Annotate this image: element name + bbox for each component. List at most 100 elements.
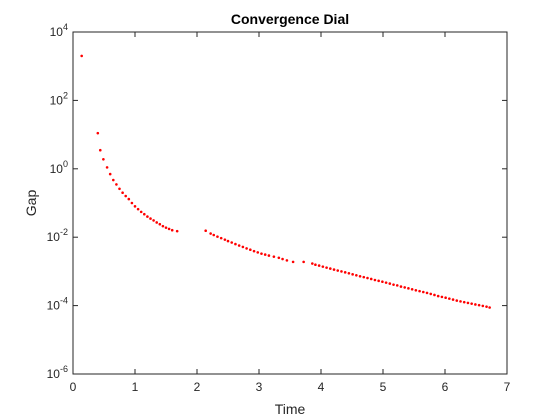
- y-tick-exponent: 4: [63, 22, 68, 32]
- data-point: [149, 217, 152, 220]
- data-point: [140, 211, 143, 214]
- x-tick-label: 6: [442, 380, 449, 394]
- data-point: [362, 276, 365, 279]
- data-point: [109, 173, 112, 176]
- data-point: [318, 264, 321, 267]
- data-point: [224, 238, 227, 241]
- data-point: [171, 229, 174, 232]
- data-point: [302, 261, 305, 264]
- x-tick-label: 0: [70, 380, 77, 394]
- data-point: [336, 269, 339, 272]
- data-point: [155, 221, 158, 224]
- data-point: [242, 246, 245, 249]
- data-point: [245, 247, 248, 250]
- data-point: [137, 208, 140, 211]
- data-point: [392, 283, 395, 286]
- data-point: [102, 158, 105, 161]
- y-tick-label: 10-2: [47, 227, 68, 244]
- x-tick-label: 2: [194, 380, 201, 394]
- data-point: [99, 149, 102, 152]
- data-point: [403, 286, 406, 289]
- x-axis-label: Time: [275, 401, 306, 417]
- x-tick-label: 1: [132, 380, 139, 394]
- y-tick-base: 10: [50, 93, 64, 107]
- data-point: [131, 202, 134, 205]
- data-point: [478, 304, 481, 307]
- data-point: [474, 303, 477, 306]
- data-point: [176, 230, 179, 233]
- data-point: [396, 284, 399, 287]
- data-point: [333, 268, 336, 271]
- data-point: [216, 235, 219, 238]
- data-point: [124, 195, 127, 198]
- data-point: [253, 250, 256, 253]
- data-point: [234, 243, 237, 246]
- data-point: [134, 205, 137, 208]
- data-point: [115, 183, 118, 186]
- data-point: [121, 191, 124, 194]
- data-point: [281, 258, 284, 261]
- data-point: [455, 299, 458, 302]
- data-point: [278, 256, 281, 259]
- data-point: [106, 166, 109, 169]
- data-point: [168, 228, 171, 231]
- data-point: [204, 229, 207, 232]
- y-tick-exponent: 0: [63, 159, 68, 169]
- y-tick-base: 10: [47, 230, 61, 244]
- data-point: [264, 253, 267, 256]
- y-axis-label: Gap: [23, 190, 39, 217]
- data-point: [162, 225, 165, 228]
- data-point: [209, 232, 212, 235]
- data-point: [463, 301, 466, 304]
- y-tick-label: 102: [50, 90, 68, 107]
- data-point: [400, 285, 403, 288]
- data-point: [488, 306, 491, 309]
- data-point: [441, 296, 444, 299]
- y-tick-label: 10-4: [47, 296, 68, 313]
- data-point: [355, 274, 358, 277]
- data-point: [429, 293, 432, 296]
- data-point: [249, 248, 252, 251]
- y-tick-base: 10: [50, 162, 64, 176]
- y-tick-label: 10-6: [47, 364, 68, 381]
- y-tick-base: 10: [50, 25, 64, 39]
- data-point: [292, 261, 295, 264]
- data-point: [389, 282, 392, 285]
- data-point: [411, 288, 414, 291]
- data-point: [467, 302, 470, 305]
- data-point: [165, 226, 168, 229]
- x-tick-label: 5: [380, 380, 387, 394]
- data-point: [220, 237, 223, 240]
- chart-title: Convergence Dial: [231, 11, 349, 27]
- data-point: [344, 271, 347, 274]
- data-point: [366, 277, 369, 280]
- x-tick-labels: 0 1 2 3 4 5 6 7: [70, 380, 511, 394]
- data-point: [118, 188, 121, 191]
- y-tick-label: 100: [50, 159, 68, 176]
- y-tick-base: 10: [47, 367, 61, 381]
- data-point: [329, 267, 332, 270]
- data-point: [433, 294, 436, 297]
- data-point: [448, 297, 451, 300]
- data-point: [351, 273, 354, 276]
- data-point: [325, 266, 328, 269]
- data-point: [374, 279, 377, 282]
- data-point: [212, 234, 215, 237]
- data-point: [230, 241, 233, 244]
- data-point: [227, 240, 230, 243]
- data-point: [314, 263, 317, 266]
- data-point: [143, 213, 146, 216]
- data-point: [256, 251, 259, 254]
- data-point: [112, 179, 115, 182]
- data-point: [370, 278, 373, 281]
- data-point: [444, 296, 447, 299]
- data-point: [146, 215, 149, 218]
- y-tick-exponent: -2: [60, 227, 68, 237]
- data-point: [415, 289, 418, 292]
- data-point: [159, 223, 162, 226]
- data-point: [407, 287, 410, 290]
- data-point: [418, 290, 421, 293]
- y-tick-exponent: 2: [63, 90, 68, 100]
- data-point: [359, 275, 362, 278]
